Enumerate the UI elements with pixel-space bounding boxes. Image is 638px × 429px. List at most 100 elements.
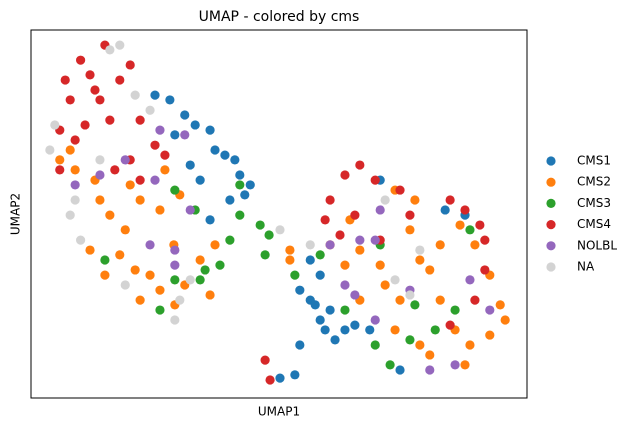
point bbox=[460, 360, 470, 370]
point bbox=[160, 165, 170, 175]
point bbox=[76, 235, 86, 245]
point bbox=[95, 155, 105, 165]
point bbox=[340, 280, 350, 290]
point bbox=[95, 170, 105, 180]
point bbox=[80, 120, 90, 130]
point bbox=[100, 270, 110, 280]
point bbox=[470, 240, 480, 250]
point bbox=[150, 140, 160, 150]
point bbox=[285, 245, 295, 255]
point bbox=[290, 370, 300, 380]
point bbox=[315, 315, 325, 325]
point bbox=[340, 325, 350, 335]
point bbox=[330, 335, 340, 345]
point bbox=[210, 240, 220, 250]
point bbox=[485, 305, 495, 315]
point bbox=[320, 325, 330, 335]
point bbox=[275, 373, 285, 383]
point bbox=[380, 280, 390, 290]
legend-marker bbox=[546, 156, 556, 166]
point bbox=[235, 210, 245, 220]
point bbox=[105, 45, 115, 55]
legend-label: CMS3 bbox=[577, 196, 611, 210]
point bbox=[70, 135, 80, 145]
point bbox=[264, 230, 274, 240]
point bbox=[315, 250, 325, 260]
point bbox=[135, 115, 145, 125]
point bbox=[70, 180, 80, 190]
point bbox=[235, 170, 245, 180]
point bbox=[395, 365, 405, 375]
point bbox=[245, 180, 255, 190]
point bbox=[340, 260, 350, 270]
point bbox=[150, 90, 160, 100]
x-axis-label: UMAP1 bbox=[258, 405, 300, 419]
point bbox=[145, 240, 155, 250]
legend-label: CMS2 bbox=[577, 175, 611, 189]
point bbox=[260, 250, 270, 260]
point bbox=[50, 120, 60, 130]
point bbox=[445, 195, 455, 205]
point bbox=[170, 185, 180, 195]
point bbox=[95, 195, 105, 205]
point bbox=[155, 305, 165, 315]
point bbox=[415, 340, 425, 350]
point bbox=[135, 175, 145, 185]
point bbox=[170, 245, 180, 255]
point bbox=[145, 270, 155, 280]
point bbox=[90, 85, 100, 95]
point bbox=[315, 270, 325, 280]
point bbox=[375, 205, 385, 215]
point bbox=[205, 125, 215, 135]
point bbox=[285, 255, 295, 265]
point bbox=[370, 315, 380, 325]
legend-marker bbox=[546, 198, 556, 208]
point bbox=[295, 340, 305, 350]
point bbox=[445, 320, 455, 330]
point bbox=[175, 295, 185, 305]
point bbox=[115, 40, 125, 50]
point bbox=[350, 320, 360, 330]
point bbox=[430, 325, 440, 335]
point bbox=[70, 165, 80, 175]
point bbox=[365, 325, 375, 335]
point bbox=[435, 295, 445, 305]
point bbox=[110, 165, 120, 175]
point bbox=[390, 325, 400, 335]
point bbox=[425, 350, 435, 360]
point bbox=[105, 115, 115, 125]
point bbox=[410, 195, 420, 205]
point bbox=[495, 300, 505, 310]
point bbox=[60, 75, 70, 85]
point bbox=[290, 270, 300, 280]
point bbox=[320, 215, 330, 225]
point bbox=[370, 235, 380, 245]
point bbox=[375, 260, 385, 270]
point bbox=[165, 95, 175, 105]
point bbox=[240, 190, 250, 200]
point bbox=[180, 130, 190, 140]
chart-title: UMAP - colored by cms bbox=[199, 9, 360, 25]
point bbox=[370, 175, 380, 185]
point bbox=[145, 105, 155, 115]
point bbox=[135, 195, 145, 205]
point bbox=[440, 205, 450, 215]
point bbox=[310, 300, 320, 310]
point bbox=[200, 265, 210, 275]
point bbox=[325, 195, 335, 205]
point bbox=[220, 150, 230, 160]
plot-frame bbox=[30, 29, 528, 399]
point bbox=[135, 295, 145, 305]
point bbox=[335, 230, 345, 240]
point bbox=[185, 160, 195, 170]
point bbox=[405, 335, 415, 345]
point bbox=[215, 260, 225, 270]
point bbox=[100, 255, 110, 265]
point bbox=[305, 240, 315, 250]
point bbox=[190, 120, 200, 130]
point bbox=[450, 305, 460, 315]
point bbox=[470, 295, 480, 305]
legend-label: CMS1 bbox=[577, 154, 611, 168]
point bbox=[105, 210, 115, 220]
point bbox=[130, 90, 140, 100]
